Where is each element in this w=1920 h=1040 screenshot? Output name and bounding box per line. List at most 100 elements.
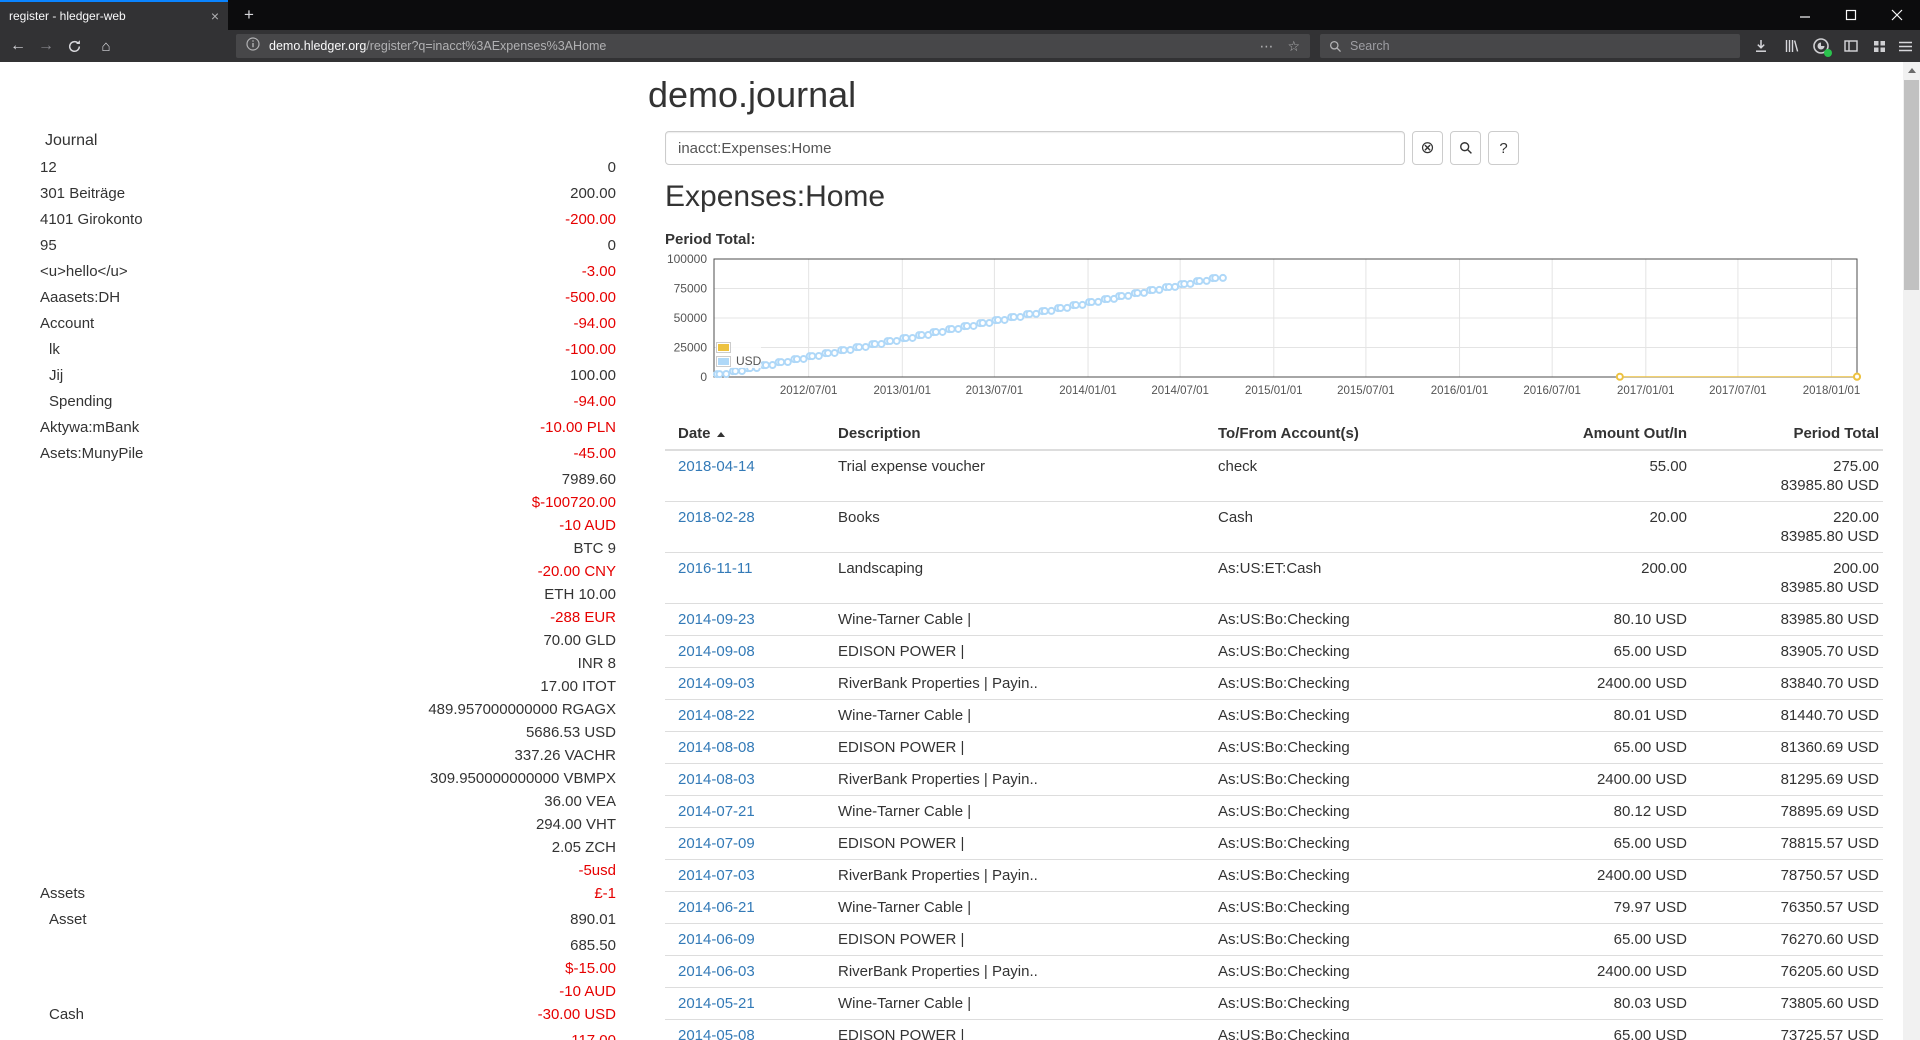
register-row: 2014-09-08 EDISON POWER | As:US:Bo:Checkin… — [665, 635, 1883, 668]
transaction-date-link[interactable]: 2014-09-23 — [678, 611, 755, 628]
help-button[interactable]: ? — [1488, 131, 1519, 165]
sidebar-account-row: Jij 100.00 — [40, 364, 616, 390]
register-row: 2014-06-09 EDISON POWER | As:US:Bo:Checkin… — [665, 923, 1883, 956]
account-balance-value: 0 — [607, 159, 616, 176]
transaction-date-link[interactable]: 2014-06-21 — [678, 899, 755, 916]
vertical-scrollbar[interactable] — [1903, 62, 1920, 1040]
account-link[interactable]: Cash — [49, 1006, 85, 1023]
account-link[interactable]: Account — [40, 315, 95, 332]
account-link[interactable]: Asets:MunyPile — [40, 445, 144, 462]
data-point — [1087, 298, 1096, 307]
cell-period-total: 83840.70 USD — [1700, 667, 1883, 700]
sort-asc-icon — [716, 432, 725, 437]
sidebar-account-row: Spending -94.00 — [40, 390, 616, 416]
account-balance-value: $-15.00 — [565, 960, 616, 977]
cell-period-total: 83905.70 USD — [1700, 635, 1883, 668]
browser-search-bar[interactable] — [1320, 34, 1740, 58]
account-balance-value: 0 — [607, 237, 616, 254]
transaction-date-link[interactable]: 2014-08-08 — [678, 739, 755, 756]
data-point — [768, 360, 777, 369]
account-balance-value: -500.00 — [565, 289, 616, 306]
sidebar-journal-link[interactable]: Journal — [45, 132, 98, 149]
data-point — [839, 346, 848, 355]
tab-close-icon[interactable]: × — [210, 8, 219, 24]
download-icon[interactable] — [1748, 34, 1774, 58]
transaction-date-link[interactable]: 2018-04-14 — [678, 458, 755, 475]
account-balance-value: 70.00 GLD — [543, 632, 616, 649]
register-row: 2014-07-21 Wine-Tarner Cable | As:US:Bo:Ch… — [665, 795, 1883, 828]
bookmark-star-icon[interactable]: ☆ — [1287, 37, 1300, 54]
extension-badge-icon[interactable] — [1808, 34, 1834, 58]
data-point — [855, 343, 864, 352]
library-icon[interactable] — [1778, 34, 1804, 58]
account-link[interactable]: Assets — [40, 885, 86, 902]
url-bar[interactable]: demo.hledger.org/register?q=inacct%3AExp… — [236, 34, 1310, 58]
y-tick-label: 50000 — [674, 311, 708, 325]
account-link[interactable]: Aaasets:DH — [40, 289, 121, 306]
cell-account: As:US:Bo:Checking — [1205, 731, 1540, 764]
account-balance-value: 5686.53 USD — [525, 724, 616, 741]
query-input[interactable] — [665, 131, 1405, 165]
data-point — [715, 370, 724, 379]
account-link[interactable]: Aktywa:mBank — [40, 419, 140, 436]
transaction-date-link[interactable]: 2014-05-21 — [678, 995, 755, 1012]
account-balances: -94.00 — [573, 312, 616, 335]
site-info-icon[interactable] — [246, 36, 260, 56]
account-link[interactable]: 301 Beiträge — [40, 185, 126, 202]
transaction-date-link[interactable]: 2014-06-09 — [678, 931, 755, 948]
transaction-date-link[interactable]: 2014-07-03 — [678, 867, 755, 884]
home-button[interactable]: ⌂ — [101, 37, 111, 55]
page-actions-icon[interactable]: ⋯ — [1259, 37, 1274, 54]
reload-button[interactable] — [60, 32, 88, 60]
register-row: 2014-07-03 RiverBank Properties | Payin..… — [665, 859, 1883, 892]
back-button[interactable]: ← — [10, 37, 26, 54]
browser-search-input[interactable] — [1350, 39, 1731, 53]
transaction-date-link[interactable]: 2014-08-22 — [678, 707, 755, 724]
account-link[interactable]: lk — [49, 341, 60, 358]
transaction-date-link[interactable]: 2014-08-03 — [678, 771, 755, 788]
account-balance-value: 7989.60 — [561, 471, 616, 488]
transaction-date-link[interactable]: 2014-09-03 — [678, 675, 755, 692]
browser-tab[interactable]: register - hledger-web × — [0, 0, 228, 30]
cell-date: 2018-02-28 — [665, 501, 825, 553]
sidebar-toggle-icon[interactable] — [1838, 34, 1864, 58]
transaction-date-link[interactable]: 2014-06-03 — [678, 963, 755, 980]
account-balances: -117.00 — [566, 1029, 616, 1040]
window-minimize-button[interactable] — [1782, 0, 1828, 30]
search-button[interactable] — [1450, 131, 1481, 165]
transaction-date-link[interactable]: 2018-02-28 — [678, 509, 755, 526]
transaction-date-link[interactable]: 2014-07-21 — [678, 803, 755, 820]
transaction-date-link[interactable]: 2014-07-09 — [678, 835, 755, 852]
account-link[interactable]: 12 — [40, 159, 57, 176]
account-link[interactable]: 95 — [40, 237, 57, 254]
account-balance-value: -94.00 — [573, 315, 616, 332]
window-controls — [1782, 0, 1920, 30]
account-link[interactable]: 4101 Girokonto — [40, 211, 143, 228]
forward-button[interactable]: → — [38, 37, 54, 54]
data-point — [783, 357, 792, 366]
clear-query-button[interactable]: ⊗ — [1412, 131, 1443, 165]
account-link[interactable]: Jij — [49, 367, 64, 384]
account-link[interactable]: Asset — [49, 911, 87, 928]
register-chart[interactable]: 0 25000 50000 75000 100000 2012/07/01 2013/01/… — [660, 252, 1895, 410]
scroll-up-arrow[interactable] — [1907, 68, 1916, 73]
register-heading: Expenses:Home — [665, 180, 886, 213]
new-tab-button[interactable]: + — [244, 5, 254, 24]
transaction-date-link[interactable]: 2016-11-11 — [678, 560, 753, 577]
data-point — [846, 345, 855, 354]
account-balances: 0 — [608, 234, 616, 257]
cell-amount: 2400.00 USD — [1540, 859, 1700, 892]
menu-hamburger-icon[interactable] — [1892, 34, 1918, 58]
account-balance-value: 100.00 — [570, 367, 616, 384]
col-header-date[interactable]: Date — [665, 418, 825, 451]
reload-icon — [68, 39, 80, 52]
transaction-date-link[interactable]: 2014-09-08 — [678, 643, 755, 660]
account-link[interactable]: Spending — [49, 393, 113, 410]
cell-description: Landscaping — [825, 552, 1205, 604]
grid-extension-icon[interactable] — [1866, 34, 1892, 58]
transaction-date-link[interactable]: 2014-05-08 — [678, 1027, 755, 1040]
window-close-button[interactable] — [1874, 0, 1920, 30]
account-link[interactable]: <u>hello</u> — [40, 263, 128, 280]
window-maximize-button[interactable] — [1828, 0, 1874, 30]
scrollbar-thumb[interactable] — [1904, 80, 1919, 290]
